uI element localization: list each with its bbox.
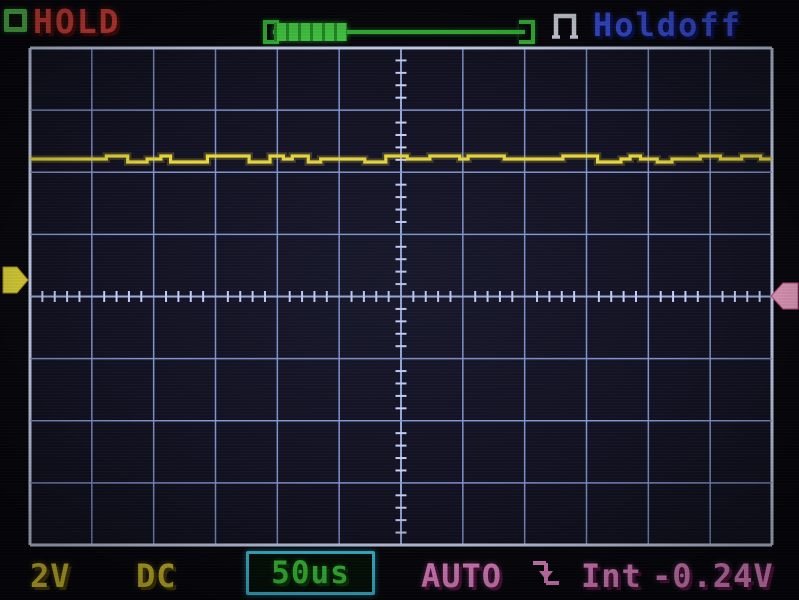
trigger-level-readout[interactable]: -0.24V [652,557,774,595]
trigger-pulse-icon [552,13,578,39]
timebase-selected-box[interactable]: 50us [246,551,375,595]
buffer-bar-left-bracket [263,20,279,44]
buffer-bar-right-bracket [519,20,535,44]
falling-edge-icon[interactable] [530,556,562,592]
trigger-mode-readout[interactable]: AUTO [421,557,503,595]
buffer-bar-track [273,30,525,34]
channel-position-marker[interactable] [2,266,29,294]
volts-per-div-readout[interactable]: 2V [30,557,71,595]
buffer-position-bar[interactable] [263,20,535,44]
hold-status: HOLD [33,2,121,41]
top-bar: HOLD Holdoff [0,0,799,46]
timebase-readout: 50us [271,555,350,591]
holdoff-menu-label[interactable]: Holdoff [593,6,742,44]
trigger-level-marker[interactable] [770,282,799,310]
trace-channel-1 [30,154,772,164]
coupling-readout[interactable]: DC [136,557,177,595]
trigger-source-readout[interactable]: Int [581,557,642,595]
hold-square-icon [4,9,27,32]
bottom-bar: 2V DC 50us AUTO Int -0.24V [0,546,799,600]
buffer-bar-fill [274,23,347,41]
